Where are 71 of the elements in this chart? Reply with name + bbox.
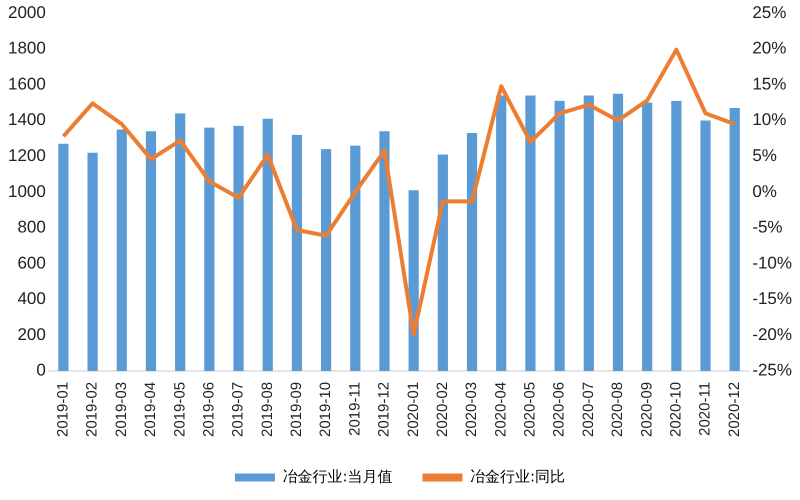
y-tick-label: 600 [17, 253, 46, 272]
x-tick-label: 2020-06 [550, 382, 568, 438]
y-tick-label: 1800 [8, 38, 46, 58]
x-tick-label: 2019-06 [200, 382, 218, 438]
bar [233, 126, 244, 371]
bar [554, 100, 565, 371]
x-tick-label: 2020-08 [609, 382, 626, 438]
x-tick-label: 2019-05 [171, 382, 188, 438]
x-tick-label: 2020-12 [726, 382, 743, 438]
bar [116, 129, 127, 371]
bar [350, 146, 360, 371]
bar [466, 133, 478, 371]
x-tick-label: 2019-07 [230, 382, 247, 438]
x-tick-label: 2020-03 [463, 382, 480, 438]
bar [525, 95, 536, 371]
x-tick-label: 2020-10 [667, 382, 684, 438]
x-tick-label: 2020-02 [434, 382, 451, 438]
bar [730, 108, 740, 371]
bar [700, 120, 711, 371]
bar [584, 95, 594, 371]
bar [146, 131, 156, 371]
bar [320, 149, 332, 371]
bar [175, 113, 186, 371]
x-tick-label: 2019-04 [142, 382, 160, 438]
x-tick-label: 2019-01 [54, 382, 72, 438]
bar [87, 152, 98, 371]
x-tick-label: 2020-11 [696, 382, 714, 436]
y2-tick-label: -5% [752, 218, 783, 237]
x-tick-label: 2019-03 [112, 382, 130, 438]
bar [292, 134, 302, 371]
y2-tick-label: 0% [752, 182, 777, 201]
x-tick-label: 2020-01 [404, 382, 422, 438]
y-tick-label: 1200 [8, 146, 46, 165]
bar [204, 128, 214, 371]
y-tick-label: 0 [36, 360, 46, 380]
legend-label: 冶金行业:同比 [470, 467, 566, 486]
y-tick-label: 400 [17, 289, 46, 308]
x-tick-label: 2020-07 [580, 382, 597, 438]
bar [642, 102, 652, 371]
y2-tick-label: -10% [752, 253, 792, 272]
y2-tick-label: 15% [752, 74, 786, 94]
legend-label: 冶金行业:当月值 [282, 467, 393, 486]
bar [612, 94, 624, 371]
y2-tick-label: 25% [752, 2, 786, 22]
y-tick-label: 2000 [8, 2, 46, 22]
y2-tick-label: 10% [752, 110, 786, 130]
x-tick-label: 2020-04 [492, 382, 510, 438]
bar [671, 100, 682, 371]
y-tick-label: 200 [17, 324, 46, 344]
bar [438, 154, 448, 371]
x-tick-label: 2019-10 [317, 382, 334, 438]
y2-tick-label: -25% [752, 360, 792, 380]
bar [379, 131, 390, 371]
y2-tick-label: -20% [752, 324, 792, 344]
bar [496, 95, 506, 371]
y-tick-label: 800 [17, 218, 46, 237]
y-tick-label: 1400 [8, 110, 46, 130]
y2-tick-label: 5% [752, 146, 777, 165]
x-tick-label: 2020-05 [522, 382, 539, 438]
bar [262, 118, 273, 371]
x-tick-label: 2019-02 [84, 382, 101, 438]
x-tick-label: 2019-08 [258, 382, 276, 438]
bar [58, 144, 69, 371]
y2-tick-label: 20% [752, 38, 786, 58]
y-tick-label: 1600 [8, 74, 46, 94]
x-tick-label: 2019-12 [376, 382, 393, 438]
x-tick-label: 2020-09 [638, 382, 656, 438]
y2-tick-label: -15% [752, 289, 792, 308]
y-tick-label: 1000 [8, 182, 46, 201]
x-tick-label: 2019-11 [346, 382, 364, 436]
x-tick-label: 2019-09 [288, 382, 306, 438]
